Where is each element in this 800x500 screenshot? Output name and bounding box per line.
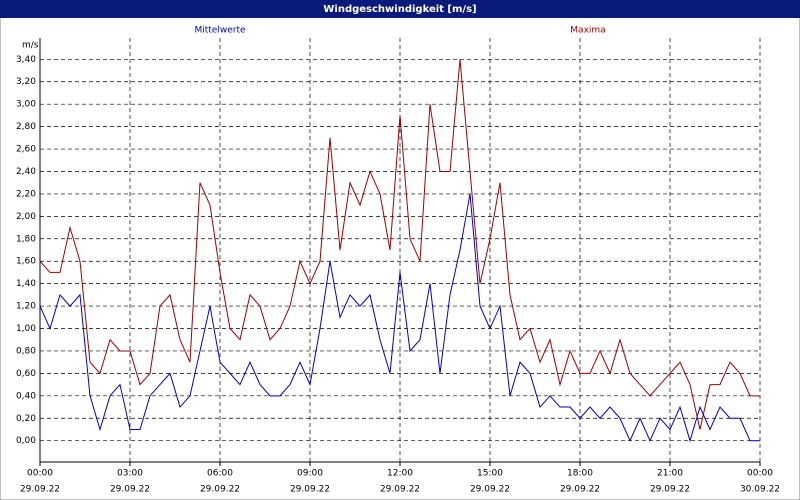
y-tick-label: 0,20: [16, 414, 36, 424]
x-tick-date: 29.09.22: [380, 485, 420, 495]
y-tick-label: 3,00: [16, 100, 36, 110]
x-tick-date: 29.09.22: [290, 485, 330, 495]
legend-label: Mittelwerte: [194, 26, 245, 36]
series-line: [39, 193, 760, 443]
y-tick-label: 0,00: [16, 436, 36, 446]
series-line: [39, 59, 760, 430]
x-tick-label: 12:00: [387, 469, 413, 479]
x-tick-label: 00:00: [747, 469, 773, 479]
x-tick-label: 00:00: [27, 469, 53, 479]
x-tick-date: 30.09.22: [740, 485, 780, 495]
x-tick-date: 29.09.22: [200, 485, 240, 495]
y-tick-label: 2,00: [16, 212, 36, 222]
x-tick-label: 09:00: [297, 469, 323, 479]
y-tick-label: 3,40: [16, 55, 36, 65]
y-tick-label: 1,00: [16, 324, 36, 334]
x-tick-date: 29.09.22: [110, 485, 150, 495]
x-tick-label: 06:00: [207, 469, 233, 479]
y-tick-label: 0,60: [16, 369, 36, 379]
y-tick-label: 1,80: [16, 234, 36, 244]
x-tick-date: 29.09.22: [470, 485, 510, 495]
chart-title: Windgeschwindigkeit [m/s]: [323, 4, 476, 15]
x-tick-label: 18:00: [567, 469, 593, 479]
y-unit: m/s: [22, 41, 39, 51]
x-tick-label: 03:00: [117, 469, 143, 479]
y-tick-label: 3,20: [16, 77, 36, 87]
x-tick-label: 21:00: [657, 469, 683, 479]
y-tick-label: 1,40: [16, 279, 36, 289]
y-tick-label: 2,80: [16, 122, 36, 132]
y-tick-label: 1,60: [16, 257, 36, 267]
y-tick-label: 2,20: [16, 189, 36, 199]
x-tick-date: 29.09.22: [20, 485, 60, 495]
y-tick-label: 1,20: [16, 302, 36, 312]
x-tick-date: 29.09.22: [560, 485, 600, 495]
y-tick-label: 2,40: [16, 167, 36, 177]
y-tick-label: 2,60: [16, 145, 36, 155]
title-bar: [0, 0, 800, 18]
legend-label: Maxima: [570, 26, 605, 36]
y-tick-label: 0,80: [16, 346, 36, 356]
y-tick-label: 0,40: [16, 391, 36, 401]
x-tick-label: 15:00: [477, 469, 503, 479]
x-tick-date: 29.09.22: [650, 485, 690, 495]
